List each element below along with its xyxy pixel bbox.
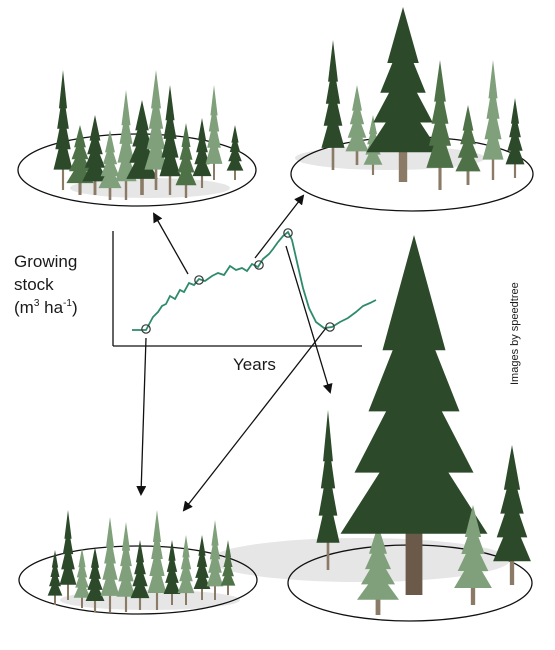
marker-old-growth — [325, 322, 335, 332]
marker-mature — [254, 260, 264, 270]
conifer-tree — [220, 540, 236, 595]
growing-stock-curve — [132, 230, 377, 331]
marker-young-dense — [141, 324, 151, 334]
conifer-tree — [193, 535, 211, 600]
conifer-tree — [59, 510, 77, 600]
conifer-tree — [316, 410, 340, 570]
conifer-tree — [345, 85, 369, 165]
conifer-tree — [426, 60, 454, 190]
conifer-tree — [116, 522, 136, 612]
conifer-tree — [53, 70, 73, 190]
conifer-tree — [454, 505, 492, 605]
conifer-tree — [159, 85, 181, 195]
conifer-tree — [144, 70, 168, 190]
conifer-tree — [205, 85, 223, 180]
y-axis-label: Growing stock (m3 ha-1) — [14, 250, 78, 319]
conifer-tree — [73, 548, 91, 608]
conifer-tree — [455, 105, 481, 185]
conifer-tree — [175, 123, 197, 198]
conifer-tree — [505, 98, 525, 178]
conifer-tree — [357, 525, 399, 615]
stage-arrows — [136, 194, 333, 512]
curve-markers — [141, 228, 335, 334]
conifer-tree — [482, 60, 504, 180]
arrow-to-mature — [254, 194, 305, 259]
conifer-tree — [493, 445, 531, 585]
conifer-tree — [85, 547, 105, 612]
marker-young-mixed — [194, 275, 204, 285]
ellipse-dense-young-stand — [18, 545, 258, 615]
conifer-tree — [366, 7, 440, 182]
conifer-tree — [206, 520, 224, 600]
conifer-tree — [340, 235, 488, 595]
arrow-to-dense-young — [136, 337, 147, 496]
conifer-tree — [321, 40, 345, 170]
conifer-tree — [47, 550, 63, 605]
arrow-to-old-growth — [285, 245, 333, 394]
image-credit: Images by speedtree — [509, 282, 521, 385]
y-axis-label-unit: (m3 ha-1) — [14, 298, 78, 317]
chart-axes — [112, 231, 362, 347]
conifer-tree — [147, 510, 167, 610]
conifer-tree — [100, 517, 120, 612]
arrow-from-old-growth-to-dense — [182, 327, 327, 512]
trees-layer — [47, 7, 531, 615]
conifer-tree — [98, 130, 122, 200]
x-axis-label: Years — [233, 355, 276, 374]
conifer-tree — [130, 540, 150, 610]
conifer-tree — [177, 535, 195, 605]
conifer-tree — [192, 118, 212, 188]
conifer-tree — [163, 540, 181, 605]
conifer-tree — [126, 100, 158, 195]
marker-peak — [283, 228, 293, 238]
y-axis-label-line2: stock — [14, 275, 54, 294]
y-axis-label-line1: Growing — [14, 252, 78, 271]
conifer-tree — [226, 125, 244, 180]
arrow-to-young-mixed — [153, 212, 189, 275]
